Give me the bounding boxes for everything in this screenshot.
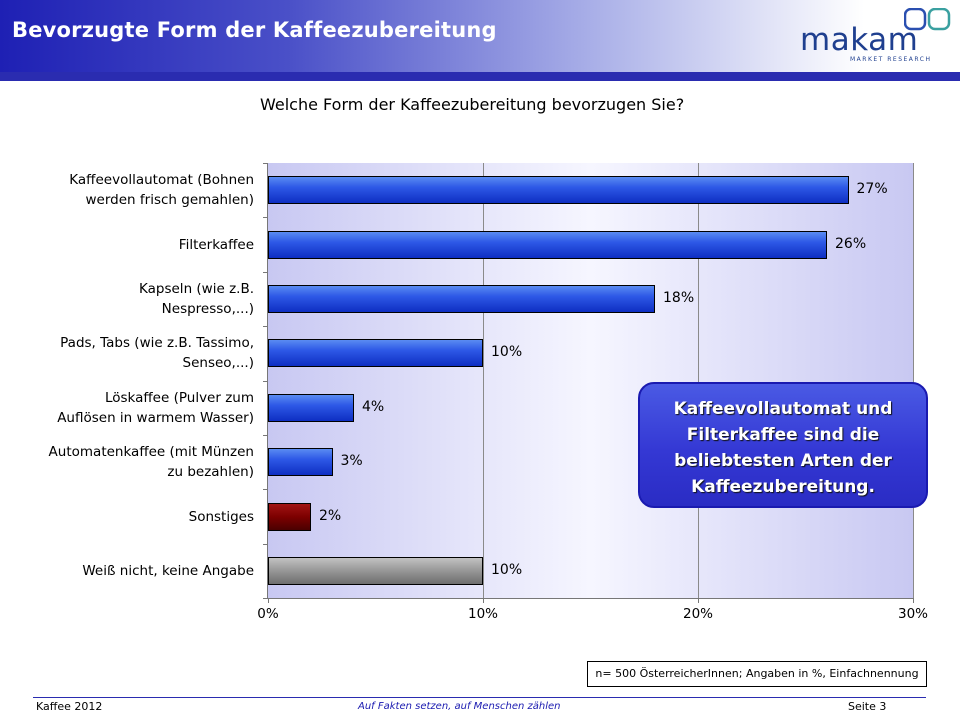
- category-label: Kaffeevollautomat (Bohnen werden frisch …: [69, 172, 254, 209]
- category-label: Automatenkaffee (mit Münzen zu bezahlen): [48, 444, 254, 481]
- category-label: Weiß nicht, keine Angabe: [82, 563, 254, 579]
- header-bar: Bevorzugte Form der Kaffeezubereitung ma…: [0, 0, 960, 72]
- value-label: 27%: [856, 181, 888, 198]
- bar: [268, 557, 483, 585]
- value-label: 3%: [340, 453, 363, 470]
- value-label: 18%: [663, 290, 695, 306]
- callout-box: Kaffeevollautomat und Filterkaffee sind …: [638, 382, 928, 508]
- y-tick: [263, 326, 268, 328]
- logo-wordmark: makam: [800, 22, 919, 58]
- y-tick: [263, 163, 268, 164]
- footer-slogan: Auf Fakten setzen, auf Menschen zählen: [358, 701, 561, 712]
- page-title: Bevorzugte Form der Kaffeezubereitung: [12, 18, 497, 42]
- header-rule: [0, 72, 960, 81]
- x-tick: [913, 598, 914, 603]
- gridline: [483, 163, 484, 598]
- logo-icon: [904, 8, 951, 31]
- chart-title: Welche Form der Kaffeezubereitung bevorz…: [260, 95, 685, 114]
- y-tick: [263, 543, 268, 545]
- bar: [268, 448, 333, 477]
- logo-tagline: MARKET RESEARCH: [850, 56, 932, 63]
- y-tick: [263, 598, 268, 600]
- value-label: 2%: [319, 507, 342, 524]
- x-tick: [698, 598, 699, 603]
- value-label: 10%: [491, 344, 523, 361]
- bar: [268, 502, 311, 531]
- footer-rule: [33, 697, 926, 698]
- company-logo: makam MARKET RESEARCH: [800, 4, 951, 66]
- gridline: [698, 163, 699, 598]
- footer-page-number: Seite 3: [848, 700, 887, 713]
- bar: [268, 339, 483, 368]
- category-label: Filterkaffee: [178, 236, 254, 253]
- category-label: Pads, Tabs (wie z.B. Tassimo, Senseo,...…: [60, 335, 254, 372]
- x-axis: [267, 598, 913, 599]
- value-label: 10%: [491, 562, 523, 578]
- bar: [268, 393, 354, 422]
- x-tick-label: 10%: [467, 606, 498, 622]
- y-tick: [263, 217, 268, 219]
- y-tick: [263, 489, 268, 491]
- y-tick: [263, 435, 268, 436]
- category-label: Löskaffee (Pulver zum Auflösen in warmem…: [57, 389, 254, 426]
- y-tick: [263, 271, 268, 273]
- y-tick: [263, 380, 268, 382]
- plot-area: [268, 163, 914, 598]
- footer-project: Kaffee 2012: [36, 700, 103, 713]
- bar: [268, 285, 655, 313]
- gridline: [913, 163, 914, 598]
- category-label: Kapseln (wie z.B. Nespresso,...): [139, 281, 254, 317]
- x-tick: [483, 598, 484, 603]
- x-tick: [268, 598, 269, 603]
- category-label: Sonstiges: [188, 508, 254, 525]
- x-tick-label: 20%: [682, 606, 713, 622]
- bar: [268, 230, 827, 259]
- value-label: 4%: [362, 398, 385, 415]
- sample-note: n= 500 ÖsterreicherInnen; Angaben in %, …: [587, 661, 927, 687]
- x-tick-label: 30%: [897, 606, 928, 622]
- x-tick-label: 0%: [257, 606, 279, 622]
- value-label: 26%: [835, 235, 867, 252]
- bar: [268, 176, 849, 205]
